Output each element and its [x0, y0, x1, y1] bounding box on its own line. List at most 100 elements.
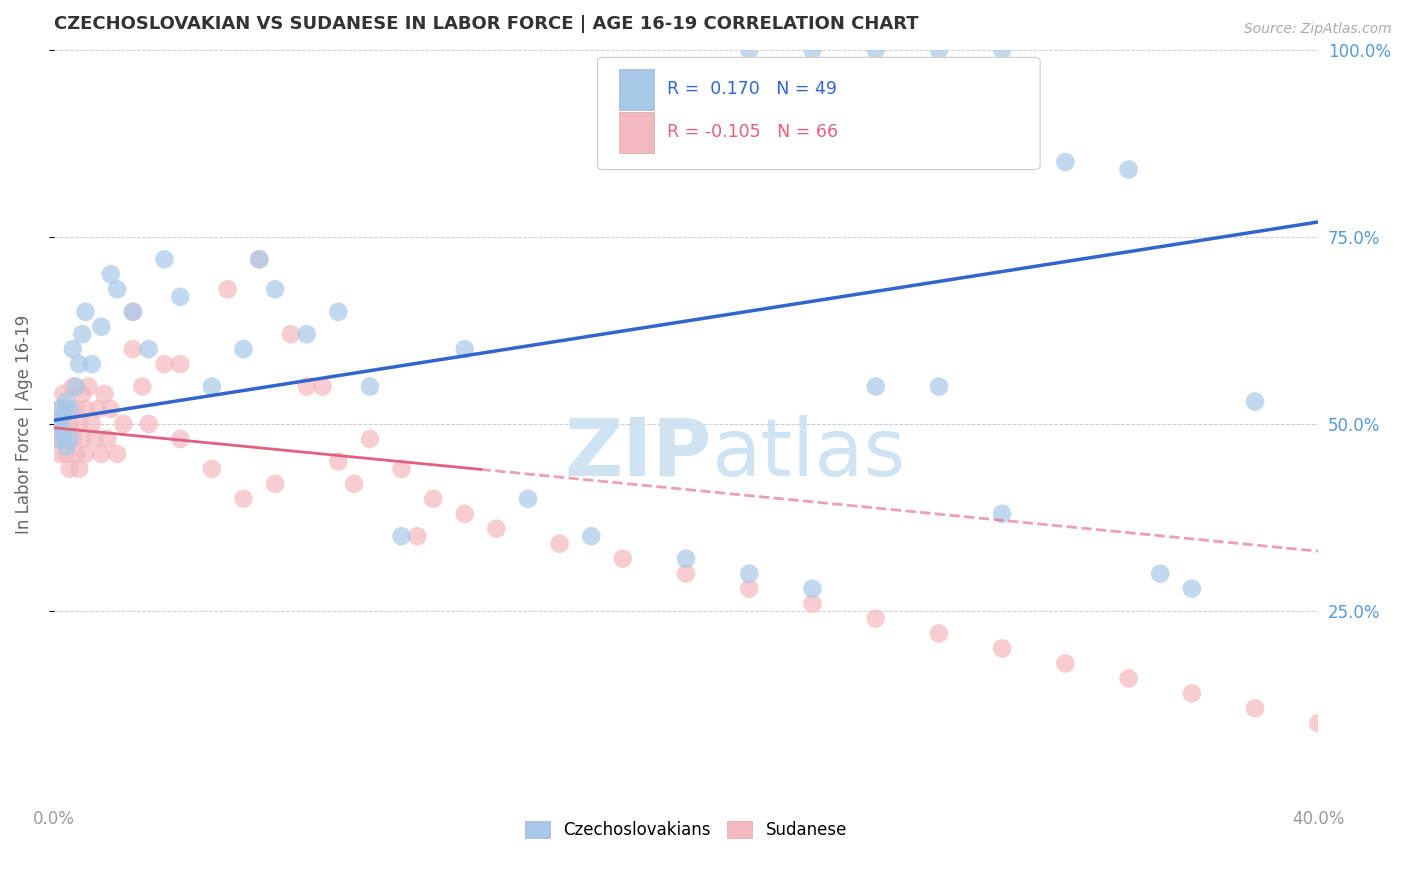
- Point: [454, 507, 477, 521]
- Point: [865, 379, 887, 393]
- Point: [295, 379, 318, 393]
- Point: [72, 432, 94, 446]
- Point: [738, 582, 761, 596]
- Point: [153, 357, 176, 371]
- Point: [49, 447, 72, 461]
- FancyBboxPatch shape: [619, 69, 654, 110]
- Point: [991, 43, 1014, 57]
- Point: [62, 432, 84, 446]
- Point: [359, 432, 381, 446]
- Point: [80, 417, 103, 431]
- Point: [1149, 566, 1171, 581]
- Point: [65, 379, 87, 393]
- Point: [59, 462, 82, 476]
- Point: [46, 432, 69, 446]
- Point: [121, 304, 143, 318]
- Point: [121, 304, 143, 318]
- Point: [169, 290, 191, 304]
- Point: [90, 447, 112, 461]
- Point: [52, 387, 75, 401]
- Y-axis label: In Labor Force | Age 16-19: In Labor Force | Age 16-19: [15, 314, 32, 533]
- Point: [52, 409, 75, 424]
- Point: [75, 402, 97, 417]
- Point: [80, 357, 103, 371]
- Point: [121, 342, 143, 356]
- Point: [67, 417, 90, 431]
- Point: [49, 402, 72, 417]
- Point: [75, 304, 97, 318]
- Point: [138, 417, 160, 431]
- Point: [1118, 162, 1140, 177]
- Point: [93, 387, 115, 401]
- Point: [232, 491, 254, 506]
- Point: [59, 417, 82, 431]
- Point: [311, 379, 333, 393]
- Text: CZECHOSLOVAKIAN VS SUDANESE IN LABOR FORCE | AGE 16-19 CORRELATION CHART: CZECHOSLOVAKIAN VS SUDANESE IN LABOR FOR…: [53, 15, 918, 33]
- Point: [65, 402, 87, 417]
- Point: [138, 342, 160, 356]
- Point: [1244, 394, 1267, 409]
- Point: [928, 379, 950, 393]
- Point: [865, 43, 887, 57]
- Point: [579, 529, 602, 543]
- Point: [264, 282, 287, 296]
- Point: [169, 357, 191, 371]
- Point: [675, 551, 697, 566]
- Point: [232, 342, 254, 356]
- Text: ZIP: ZIP: [564, 415, 711, 493]
- Point: [105, 447, 128, 461]
- Point: [328, 304, 350, 318]
- Point: [169, 432, 191, 446]
- Point: [247, 252, 270, 267]
- Point: [454, 342, 477, 356]
- Point: [55, 447, 77, 461]
- Point: [738, 566, 761, 581]
- Point: [991, 507, 1014, 521]
- Point: [343, 476, 366, 491]
- Point: [90, 319, 112, 334]
- Point: [87, 402, 110, 417]
- Point: [67, 462, 90, 476]
- Text: R =  0.170   N = 49: R = 0.170 N = 49: [666, 80, 837, 98]
- Point: [55, 394, 77, 409]
- Point: [328, 454, 350, 468]
- Point: [1054, 657, 1077, 671]
- Point: [59, 432, 82, 446]
- Point: [391, 529, 413, 543]
- Point: [548, 537, 571, 551]
- Text: atlas: atlas: [711, 415, 905, 493]
- Point: [75, 447, 97, 461]
- Point: [1181, 582, 1204, 596]
- Text: R = -0.105   N = 66: R = -0.105 N = 66: [666, 123, 838, 141]
- Point: [801, 597, 824, 611]
- Text: Source: ZipAtlas.com: Source: ZipAtlas.com: [1244, 22, 1392, 37]
- Point: [928, 626, 950, 640]
- Point: [52, 432, 75, 446]
- Point: [67, 357, 90, 371]
- Point: [485, 522, 508, 536]
- Point: [928, 43, 950, 57]
- Point: [801, 582, 824, 596]
- Point: [153, 252, 176, 267]
- FancyBboxPatch shape: [619, 112, 654, 153]
- Point: [991, 641, 1014, 656]
- Point: [131, 379, 153, 393]
- Point: [675, 566, 697, 581]
- Point: [865, 611, 887, 625]
- Point: [801, 43, 824, 57]
- Point: [1308, 716, 1330, 731]
- Point: [391, 462, 413, 476]
- Point: [100, 268, 122, 282]
- Point: [72, 387, 94, 401]
- Point: [46, 417, 69, 431]
- Point: [52, 425, 75, 439]
- Point: [55, 439, 77, 453]
- Point: [62, 379, 84, 393]
- Point: [201, 379, 224, 393]
- Point: [422, 491, 444, 506]
- Point: [280, 327, 302, 342]
- Point: [55, 402, 77, 417]
- Point: [62, 342, 84, 356]
- Point: [1244, 701, 1267, 715]
- Point: [72, 327, 94, 342]
